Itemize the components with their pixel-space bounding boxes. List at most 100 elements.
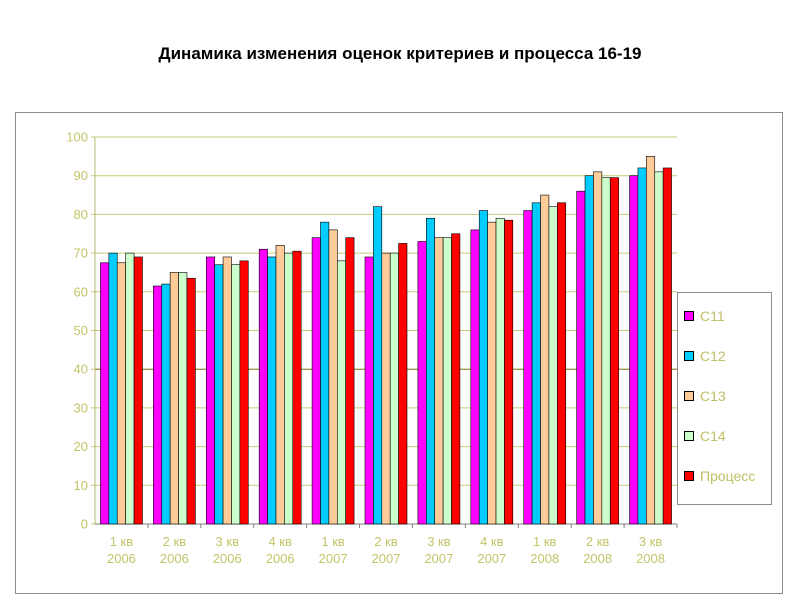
bar-С11-5 (364, 256, 374, 525)
bar-Процесс-10 (662, 167, 672, 525)
bar-С14-4 (336, 260, 346, 525)
x-category-label: 4 кв (268, 534, 292, 549)
bar-С12-9 (584, 175, 594, 525)
x-category-label: 2008 (530, 551, 559, 566)
legend-item: С12 (684, 348, 726, 364)
x-category-labels: 1 кв 2006 2 кв 2006 3 кв 2006 4 кв 2006 1 кв 2007… (107, 534, 665, 566)
y-tick-label: 20 (74, 439, 88, 454)
bar-Процесс-5 (398, 243, 408, 525)
legend-item: С13 (684, 388, 726, 404)
x-category-label: 1 кв (110, 534, 134, 549)
bar-Процесс-2 (239, 260, 249, 525)
bar-С14-5 (389, 252, 399, 525)
legend-swatch (684, 431, 694, 441)
bar-С12-0 (108, 252, 118, 525)
y-tick-label: 80 (74, 207, 88, 222)
x-category-label: 2006 (107, 551, 136, 566)
x-category-label: 2006 (213, 551, 242, 566)
x-category-label: 2008 (636, 551, 665, 566)
y-tick-label: 90 (74, 168, 88, 183)
bar-С11-10 (629, 175, 639, 525)
x-category-label: 2006 (266, 551, 295, 566)
x-category-label: 2007 (424, 551, 453, 566)
bar-Процесс-9 (609, 177, 619, 525)
x-category-label: 2 кв (374, 534, 398, 549)
bar-С11-2 (205, 256, 215, 525)
bar-С13-7 (487, 221, 497, 525)
bar-С11-7 (470, 229, 480, 525)
bar-С14-3 (284, 252, 294, 525)
bar-С13-8 (540, 194, 550, 525)
bar-С13-5 (381, 252, 391, 525)
y-tick-label: 30 (74, 400, 88, 415)
bar-Процесс-4 (345, 237, 355, 525)
y-tick-label: 10 (74, 478, 88, 493)
bar-Процесс-1 (186, 277, 196, 525)
bar-Процесс-8 (557, 202, 567, 525)
y-tick-label: 50 (74, 323, 88, 338)
x-category-label: 1 кв (533, 534, 557, 549)
x-category-label: 3 кв (639, 534, 663, 549)
legend-label: Процесс (700, 468, 756, 484)
legend-swatch (684, 351, 694, 361)
y-tick-labels: 0 10 20 30 40 50 60 70 80 90 100 (66, 130, 88, 532)
bar-С14-0 (125, 252, 135, 525)
x-category-label: 2007 (319, 551, 348, 566)
bar-С14-1 (178, 272, 188, 525)
legend-label: С14 (700, 428, 726, 444)
bar-С12-5 (373, 206, 383, 525)
y-tick-label: 100 (66, 130, 88, 145)
legend-swatch (684, 311, 694, 321)
x-category-label: 2006 (160, 551, 189, 566)
x-category-label: 1 кв (321, 534, 345, 549)
bar-С11-0 (100, 262, 110, 525)
bars (100, 156, 672, 525)
bar-С12-2 (214, 264, 224, 525)
bar-С11-1 (153, 285, 163, 525)
legend-item: С14 (684, 428, 726, 444)
legend: С11 С12 С13 С14 Процесс (677, 292, 772, 505)
chart-title: Динамика изменения оценок критериев и пр… (158, 44, 642, 63)
bar-Процесс-7 (504, 219, 514, 525)
bar-С11-9 (576, 190, 586, 525)
y-tick-label: 60 (74, 284, 88, 299)
bar-С14-10 (654, 171, 664, 525)
y-tick-label: 0 (81, 517, 88, 532)
bar-С14-8 (548, 206, 558, 525)
x-category-label: 3 кв (216, 534, 240, 549)
bar-С12-6 (426, 217, 436, 525)
bar-С13-4 (328, 229, 338, 525)
x-category-label: 2007 (372, 551, 401, 566)
x-category-label: 3 кв (427, 534, 451, 549)
bar-С14-7 (495, 217, 505, 525)
bar-С12-10 (637, 167, 647, 525)
legend-swatch (684, 471, 694, 481)
bar-С11-3 (258, 248, 268, 525)
bar-С13-2 (222, 256, 232, 525)
x-category-label: 4 кв (480, 534, 504, 549)
bar-С13-0 (116, 262, 126, 525)
bar-С13-6 (434, 237, 444, 525)
y-tick-label: 40 (74, 362, 88, 377)
bar-С12-8 (531, 202, 541, 525)
bar-Процесс-3 (292, 250, 302, 525)
bar-С13-1 (169, 272, 179, 525)
bar-С14-2 (231, 264, 241, 525)
bar-С11-4 (311, 237, 321, 525)
y-tick-label: 70 (74, 246, 88, 261)
bar-С11-6 (417, 241, 427, 525)
bar-С13-10 (646, 156, 656, 525)
bar-С14-6 (442, 237, 452, 525)
x-category-label: 2008 (583, 551, 612, 566)
legend-swatch (684, 391, 694, 401)
bar-С14-9 (601, 177, 611, 525)
bar-С13-3 (275, 245, 285, 525)
legend-item: Процесс (684, 468, 755, 484)
x-category-label: 2 кв (163, 534, 187, 549)
bar-С12-7 (478, 210, 488, 525)
bar-С13-9 (593, 171, 603, 525)
legend-label: С13 (700, 388, 726, 404)
legend-item: С11 (684, 308, 725, 324)
x-category-label: 2007 (477, 551, 506, 566)
